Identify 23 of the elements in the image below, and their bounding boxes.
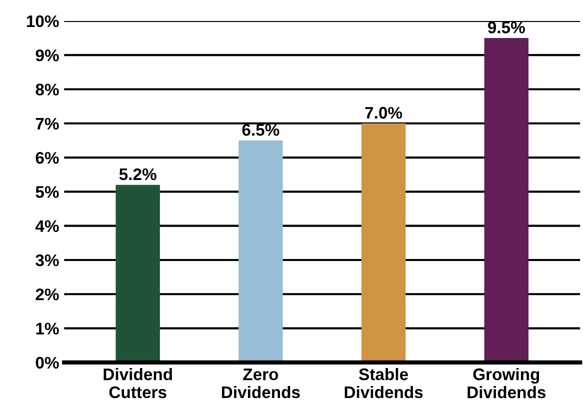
x-tick-label: Growing Dividends: [468, 368, 546, 398]
y-tick-label: 7%: [36, 118, 59, 130]
bar: [484, 38, 528, 362]
x-tick-label: Stable Dividends: [344, 368, 423, 398]
data-label: 5.2%: [119, 168, 156, 180]
y-tick-label: 5%: [36, 186, 59, 198]
y-tick-label: 1%: [36, 322, 59, 334]
y-tick-label: 0%: [36, 356, 59, 369]
y-tick-label: 8%: [36, 84, 59, 96]
y-tick-label: 9%: [36, 50, 59, 62]
y-tick-label: 6%: [36, 152, 59, 164]
x-tick-label: Dividend Cutters: [104, 368, 172, 398]
y-tick-label: 3%: [36, 254, 59, 266]
y-tick-label: 10%: [26, 15, 59, 28]
bar: [238, 140, 283, 362]
data-label: 9.5%: [488, 22, 525, 34]
bar: [361, 123, 406, 362]
bar: [116, 184, 160, 362]
data-label: 7.0%: [365, 106, 402, 119]
x-tick-label: Zero Dividends: [222, 368, 300, 398]
data-label: 6.5%: [242, 124, 280, 136]
y-tick-label: 2%: [36, 288, 59, 300]
y-tick-label: 4%: [35, 220, 59, 232]
